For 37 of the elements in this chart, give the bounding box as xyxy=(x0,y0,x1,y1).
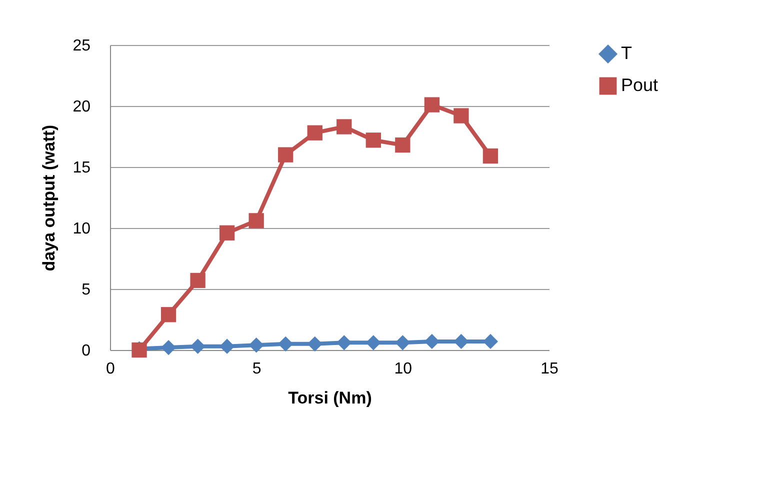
point xyxy=(366,132,381,148)
x-tick-label: 0 xyxy=(106,360,116,378)
y-tick-label: 10 xyxy=(72,220,91,238)
y-tick-label: 0 xyxy=(82,342,91,360)
y-axis-title: daya output (watt) xyxy=(40,124,59,272)
y-tick-label: 20 xyxy=(72,98,91,116)
point xyxy=(278,336,294,352)
point xyxy=(160,307,176,322)
point xyxy=(454,108,469,124)
y-tick-label: 5 xyxy=(82,282,91,298)
point xyxy=(190,272,206,288)
point xyxy=(454,334,469,350)
y-tick-label: 15 xyxy=(72,160,91,176)
x-axis-title: Torsi (Nm) xyxy=(288,388,372,408)
point xyxy=(395,335,410,350)
point xyxy=(336,119,352,134)
point xyxy=(366,335,381,350)
y-tick-label: 25 xyxy=(72,38,91,54)
point xyxy=(248,213,264,228)
x-tick-label: 15 xyxy=(540,360,558,378)
point xyxy=(278,147,294,162)
x-tick-label: 5 xyxy=(252,360,262,378)
point xyxy=(307,336,322,352)
legend-label: Pout xyxy=(621,75,658,95)
point xyxy=(219,338,235,354)
point xyxy=(219,225,235,240)
point xyxy=(307,125,322,140)
point xyxy=(336,335,352,350)
point xyxy=(248,338,264,353)
point xyxy=(482,148,498,164)
point xyxy=(160,340,176,356)
point xyxy=(424,97,440,112)
point xyxy=(190,338,206,354)
x-tick-label: 10 xyxy=(394,360,412,378)
legend-label: T xyxy=(621,43,632,63)
point xyxy=(482,334,498,350)
point xyxy=(395,137,410,153)
